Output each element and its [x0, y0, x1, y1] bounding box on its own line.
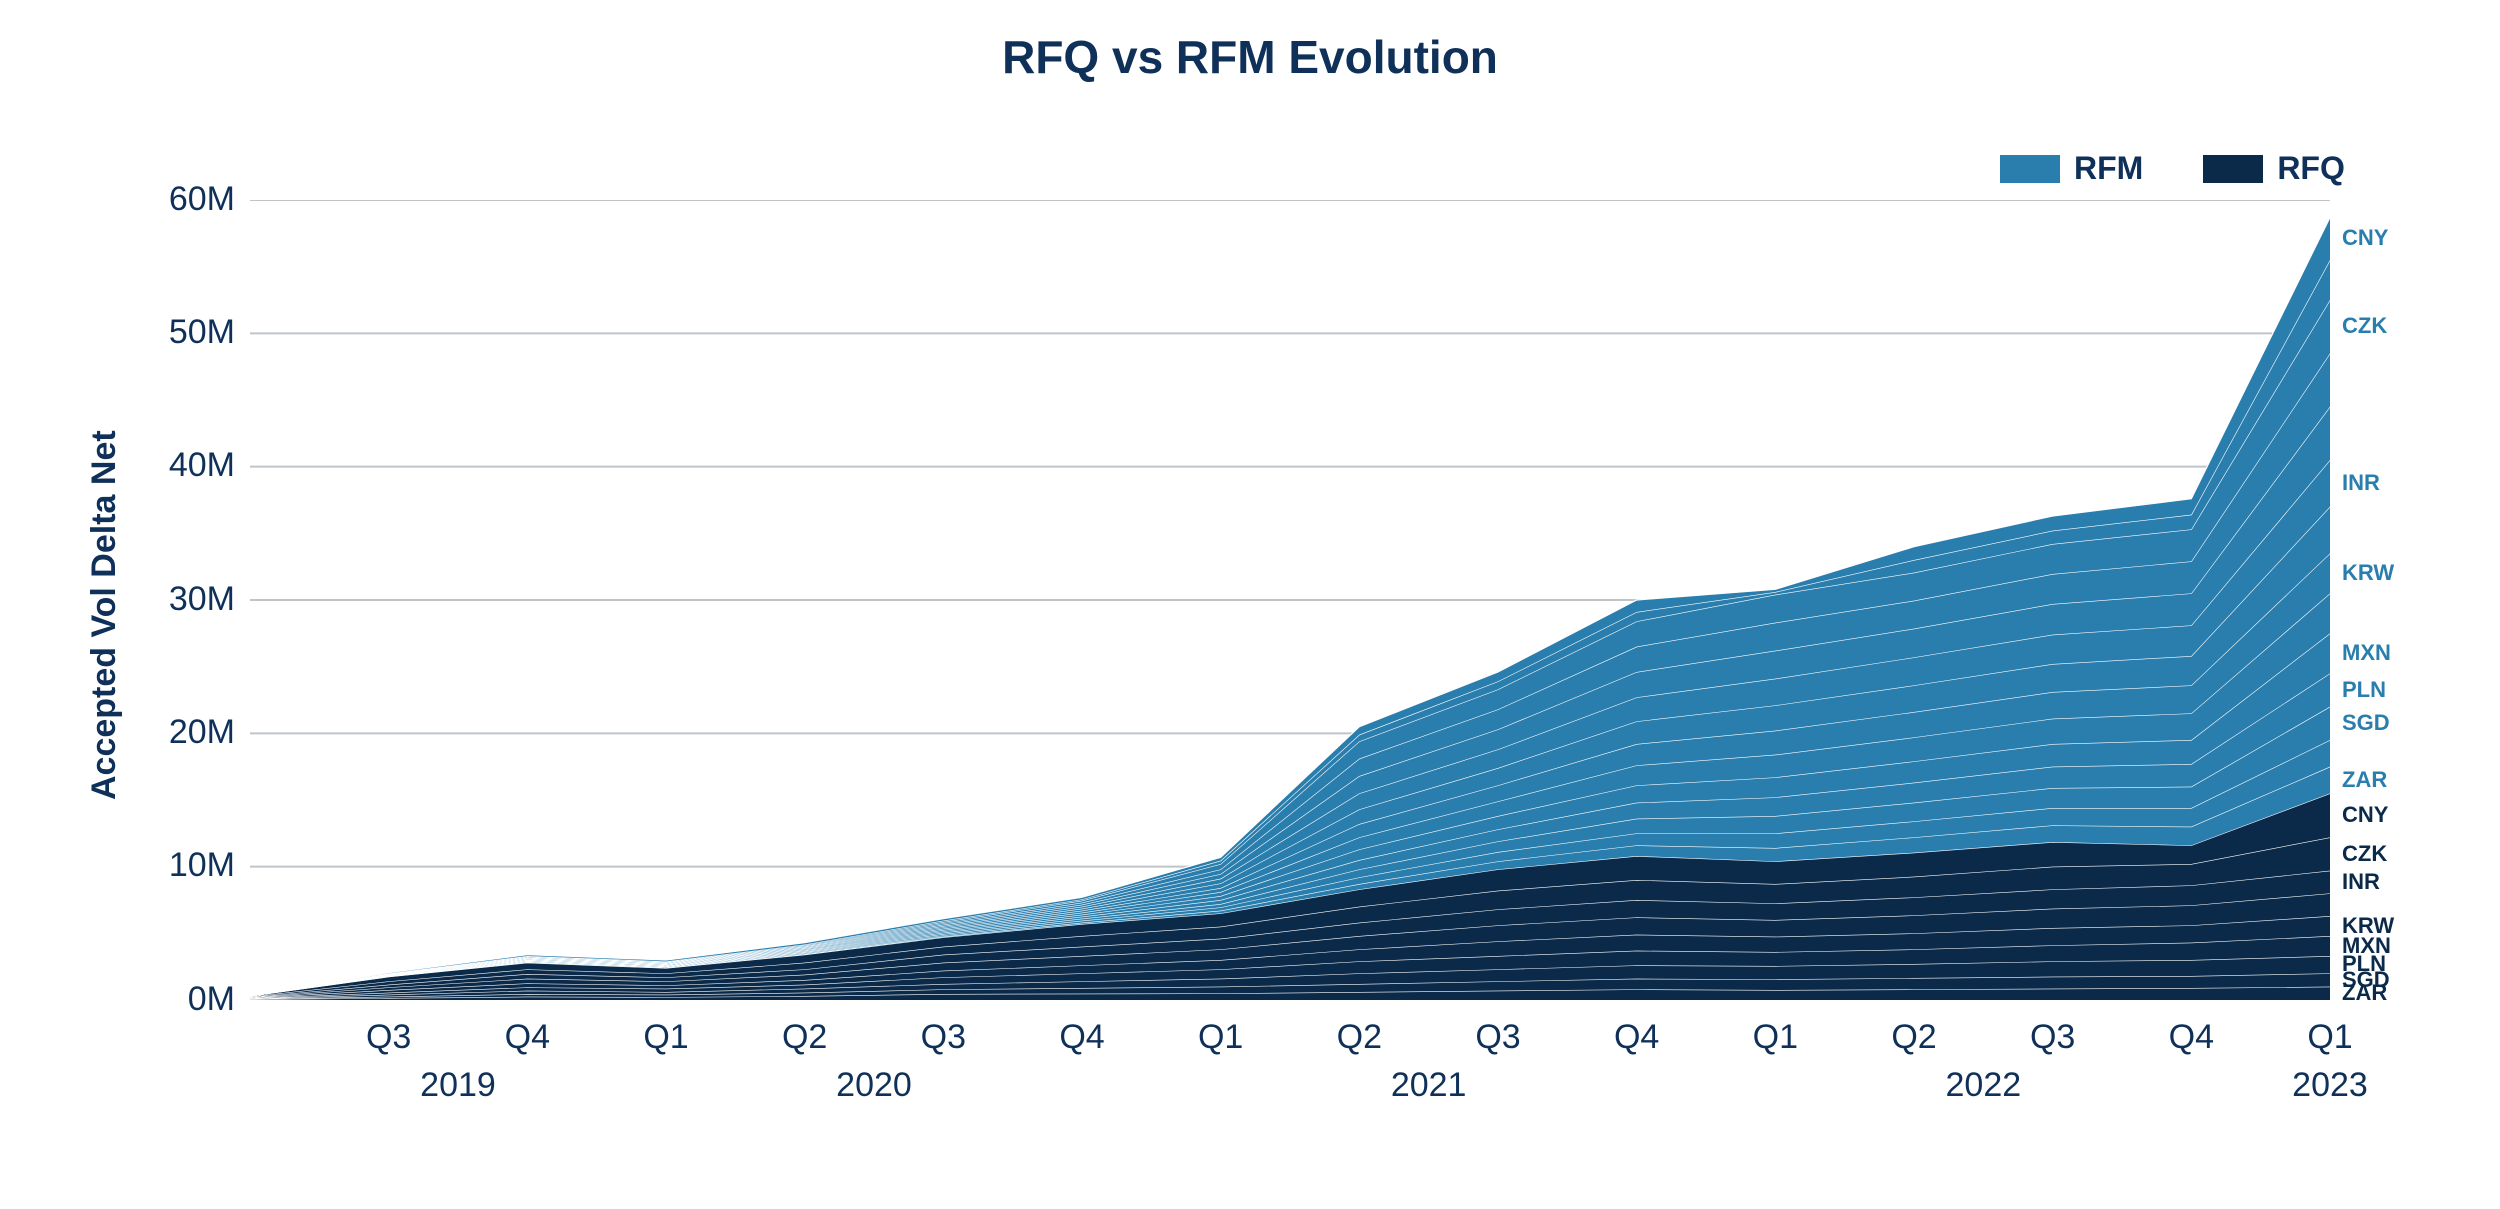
- y-tick-label: 30M: [140, 580, 235, 619]
- series-end-label: INR: [2342, 470, 2380, 496]
- series-end-label: INR: [2342, 869, 2380, 895]
- x-tick-quarter: Q4: [2161, 1018, 2221, 1057]
- x-tick-year: 2021: [1369, 1066, 1489, 1105]
- x-tick-quarter: Q4: [497, 1018, 557, 1057]
- series-end-label: KRW: [2342, 560, 2394, 586]
- x-tick-quarter: Q1: [2300, 1018, 2360, 1057]
- x-tick-quarter: Q1: [636, 1018, 696, 1057]
- series-end-label: CZK: [2342, 313, 2387, 339]
- legend-swatch-rfm: [2000, 155, 2060, 183]
- x-tick-year: 2019: [398, 1066, 518, 1105]
- legend: RFM RFQ: [2000, 150, 2345, 187]
- x-tick-quarter: Q1: [1745, 1018, 1805, 1057]
- x-tick-quarter: Q2: [775, 1018, 835, 1057]
- y-tick-label: 50M: [140, 313, 235, 352]
- chart-plot-area: [250, 200, 2330, 1000]
- series-end-label: CNY: [2342, 802, 2388, 828]
- x-tick-quarter: Q4: [1052, 1018, 1112, 1057]
- x-tick-quarter: Q2: [1329, 1018, 1389, 1057]
- y-tick-label: 0M: [140, 980, 235, 1019]
- x-tick-year: 2023: [2270, 1066, 2390, 1105]
- y-tick-label: 40M: [140, 446, 235, 485]
- series-end-label: ZAR: [2342, 767, 2387, 793]
- x-tick-quarter: Q3: [2023, 1018, 2083, 1057]
- x-tick-quarter: Q3: [913, 1018, 973, 1057]
- y-tick-label: 10M: [140, 846, 235, 885]
- x-tick-year: 2020: [814, 1066, 934, 1105]
- x-tick-quarter: Q4: [1607, 1018, 1667, 1057]
- chart-svg: [250, 200, 2330, 1000]
- series-end-label: CNY: [2342, 225, 2388, 251]
- series-end-label: KRW: [2342, 913, 2394, 939]
- chart-title: RFQ vs RFM Evolution: [0, 30, 2500, 84]
- y-tick-label: 60M: [140, 180, 235, 219]
- legend-label-rfm: RFM: [2074, 150, 2143, 187]
- x-tick-quarter: Q3: [1468, 1018, 1528, 1057]
- legend-item-rfm: RFM: [2000, 150, 2143, 187]
- series-end-label: MXN: [2342, 640, 2391, 666]
- x-tick-quarter: Q2: [1884, 1018, 1944, 1057]
- x-tick-quarter: Q3: [359, 1018, 419, 1057]
- legend-swatch-rfq: [2203, 155, 2263, 183]
- series-end-label: SGD: [2342, 710, 2390, 736]
- x-tick-year: 2022: [1923, 1066, 2043, 1105]
- y-axis-label: Accepted Vol Delta Net: [85, 430, 124, 800]
- series-end-label: PLN: [2342, 677, 2386, 703]
- y-tick-label: 20M: [140, 713, 235, 752]
- page: RFQ vs RFM Evolution RFM RFQ Accepted Vo…: [0, 0, 2500, 1209]
- legend-item-rfq: RFQ: [2203, 150, 2345, 187]
- series-end-label: CZK: [2342, 841, 2387, 867]
- legend-label-rfq: RFQ: [2277, 150, 2345, 187]
- x-tick-quarter: Q1: [1191, 1018, 1251, 1057]
